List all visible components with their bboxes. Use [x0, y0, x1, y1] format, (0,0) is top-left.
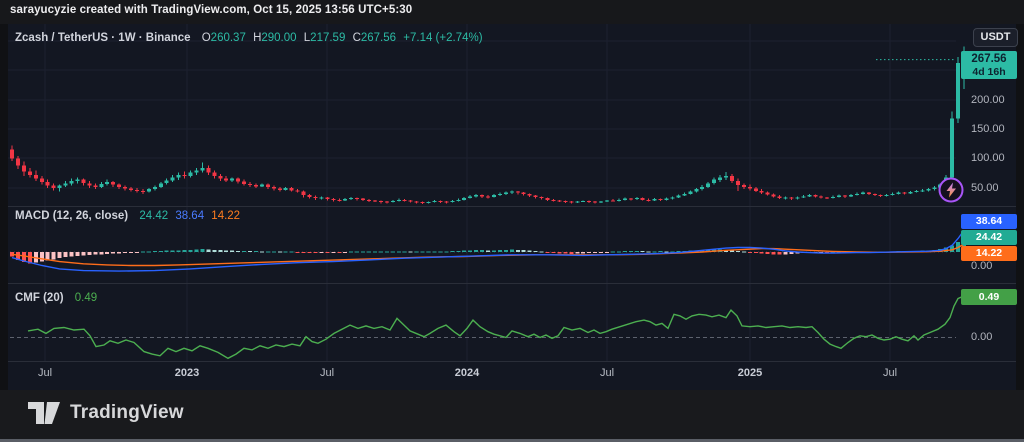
cmf-value: 0.49 [74, 292, 98, 304]
time-label-2023: 2023 [174, 367, 200, 379]
brand-text: TradingView [70, 402, 184, 423]
last-price-label: 267.56 4d 16h [961, 51, 1017, 79]
price-tick-50: 50.00 [971, 182, 999, 194]
macd-hist-label: 24.42 [961, 230, 1017, 245]
low-value: 217.59 [310, 32, 346, 44]
tradingview-logo[interactable]: TradingView [28, 402, 184, 424]
attribution-text: sarayucyzie created with TradingView.com… [10, 4, 413, 16]
time-axis[interactable]: Jul 2023 Jul 2024 Jul 2025 Jul [8, 362, 1016, 388]
cmf-zero-label: 0.00 [971, 331, 993, 343]
time-label-jul-2023: Jul [319, 367, 335, 379]
close-value: 267.56 [360, 32, 397, 44]
time-label-jul-2022: Jul [37, 367, 53, 379]
high-value: 290.00 [261, 32, 297, 44]
lightning-marker-icon[interactable] [938, 177, 964, 203]
macd-signal-value: 14.22 [211, 210, 241, 222]
symbol-title: Zcash / TetherUS · 1W · Binance [15, 32, 191, 44]
cmf-legend: CMF (20) 0.49 [15, 292, 101, 304]
price-tick-200: 200.00 [971, 94, 1005, 106]
macd-signal-label: 14.22 [961, 246, 1017, 261]
window-edge [0, 439, 1024, 442]
macd-zero-label: 0.00 [971, 260, 993, 272]
macd-legend: MACD (12, 26, close) 24.42 38.64 14.22 [15, 210, 244, 222]
last-price-value: 267.56 [971, 53, 1007, 65]
footer-bar: TradingView [0, 390, 1024, 439]
cmf-title: CMF (20) [15, 292, 64, 304]
macd-hist-value: 24.42 [139, 210, 169, 222]
open-value: 260.37 [210, 32, 246, 44]
low-label: L [303, 32, 311, 44]
attribution-bar: sarayucyzie created with TradingView.com… [0, 0, 1024, 24]
high-label: H [253, 32, 262, 44]
change-value: +7.14 (+2.74%) [403, 32, 483, 44]
price-tick-150: 150.00 [971, 123, 1005, 135]
symbol-legend: Zcash / TetherUS · 1W · Binance O260.37 … [15, 32, 487, 44]
chart-canvas[interactable] [8, 24, 1016, 390]
macd-line-label: 38.64 [961, 214, 1017, 229]
time-label-jul-2024: Jul [599, 367, 615, 379]
macd-title: MACD (12, 26, close) [15, 210, 129, 222]
close-label: C [352, 32, 361, 44]
tradingview-logo-icon [28, 402, 60, 424]
time-label-2025: 2025 [737, 367, 763, 379]
chart-panel[interactable]: Zcash / TetherUS · 1W · Binance O260.37 … [8, 24, 1018, 390]
time-label-2024: 2024 [454, 367, 480, 379]
open-label: O [201, 32, 211, 44]
macd-line-value: 38.64 [175, 210, 205, 222]
price-tick-100: 100.00 [971, 152, 1005, 164]
time-label-jul-2025: Jul [882, 367, 898, 379]
currency-toggle-button[interactable]: USDT [973, 28, 1018, 47]
bar-countdown: 4d 16h [972, 66, 1006, 78]
cmf-value-label: 0.49 [961, 289, 1017, 305]
